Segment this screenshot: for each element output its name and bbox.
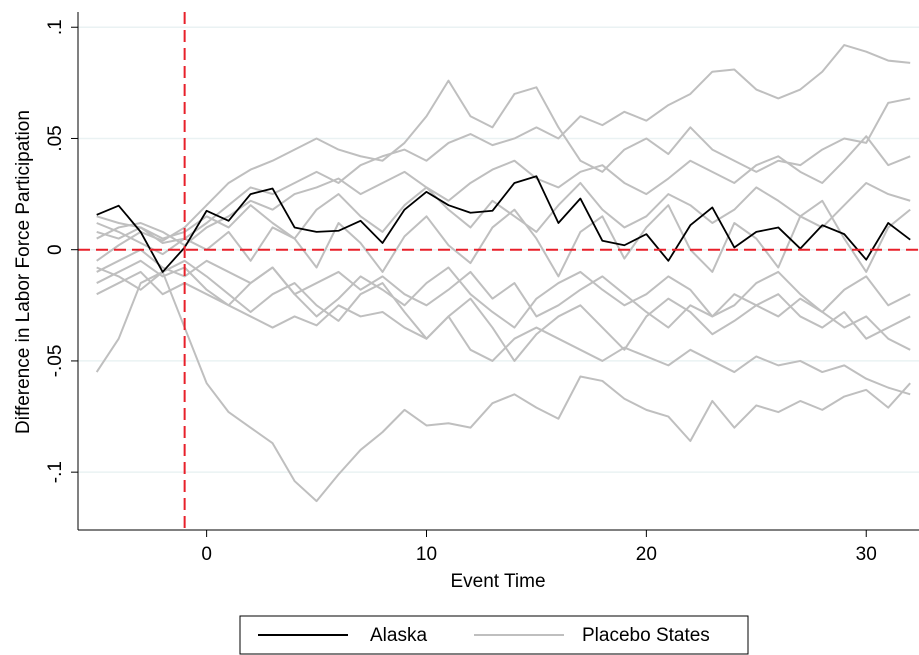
y-tick-label: .1 [45,19,66,35]
y-tick-label: -.1 [45,461,66,483]
placebo-line [96,270,911,396]
legend-label: Alaska [370,625,427,646]
placebo-line [96,79,911,262]
y-axis-label: Difference in Labor Force Participation [13,110,34,434]
x-tick-label: 30 [856,544,877,565]
placebo-line [96,181,911,240]
placebo-line [96,259,911,329]
y-tick-label: -.05 [45,345,66,378]
x-tick-label: 20 [636,544,657,565]
x-tick-label: 0 [201,544,212,565]
placebo-line [96,259,911,362]
placebo-line [96,44,911,245]
placebo-line [96,135,911,247]
x-tick-label: 10 [416,544,437,565]
y-tick-label: .05 [45,125,66,151]
placebo-line [96,199,911,278]
legend-label: Placebo States [582,625,710,646]
y-tick-label: 0 [45,244,66,255]
series-line [96,175,911,273]
placebo-line [96,248,911,351]
placebo-line [95,270,911,503]
x-axis-label: Event Time [450,571,545,592]
